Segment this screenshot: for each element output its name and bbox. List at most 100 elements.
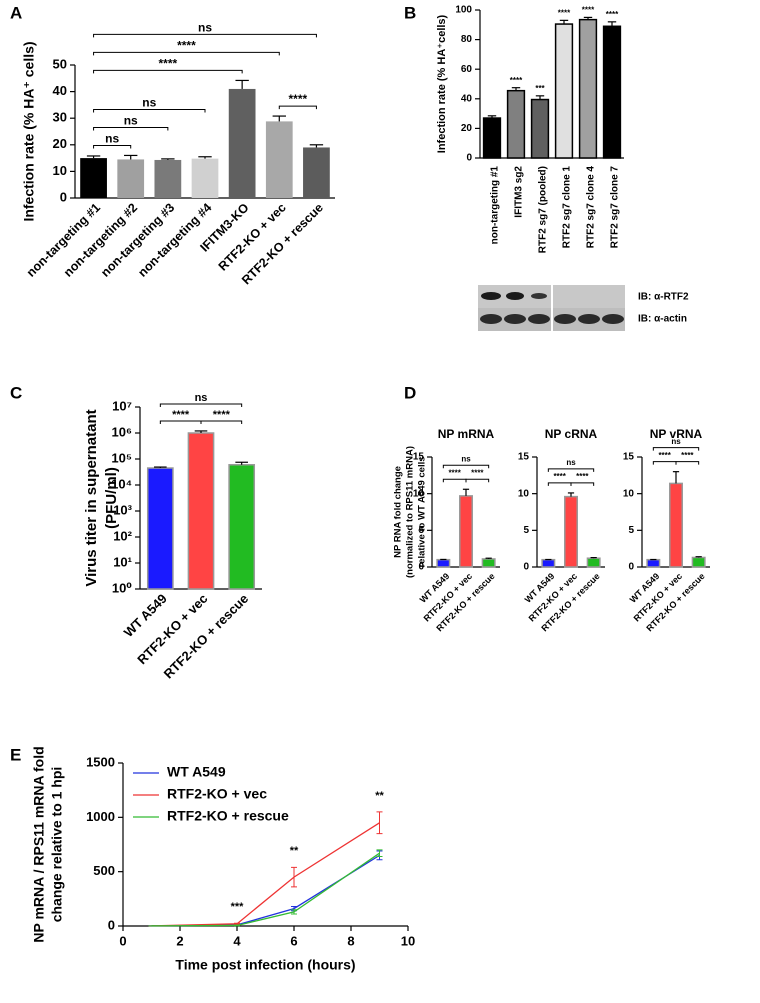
legend-label: RTF2-KO + vec <box>167 786 267 802</box>
bar <box>265 121 293 198</box>
y-tick-label: 30 <box>53 110 67 125</box>
bar <box>541 558 556 568</box>
y-tick-label: 10 <box>53 163 67 178</box>
significance-bracket <box>278 105 317 110</box>
significance-bracket <box>159 403 243 407</box>
y-tick-label: 40 <box>461 93 473 104</box>
significance-label: **** <box>448 468 461 477</box>
significance-label: **** <box>177 39 196 53</box>
significance-bracket <box>652 461 677 465</box>
panel-letter: D <box>404 383 416 402</box>
significance-label: **** <box>289 92 308 106</box>
y-tick-label: 0 <box>628 562 634 573</box>
series-line <box>151 822 380 927</box>
significance-label: **** <box>172 409 190 421</box>
y-tick-label: 40 <box>53 83 67 98</box>
x-tick-label: IFITM3 sg2 <box>514 166 525 218</box>
significance-label: **** <box>213 409 231 421</box>
significance-bracket <box>442 464 490 469</box>
significance-label: **** <box>558 8 571 17</box>
blot-band <box>506 292 524 300</box>
y-tick-label: 100 <box>455 5 472 16</box>
y-axis-label: relative to WT A549 cells <box>417 456 428 567</box>
y-tick-label: 10³ <box>113 502 132 517</box>
x-axis-label: Time post infection (hours) <box>175 957 355 973</box>
significance-bracket <box>547 482 572 486</box>
significance-bracket <box>465 478 490 483</box>
bar <box>303 147 330 198</box>
subplot-title: NP vRNA <box>650 427 703 441</box>
legend-label: WT A549 <box>167 764 226 780</box>
significance-label: ns <box>671 437 681 446</box>
bar <box>146 467 174 590</box>
bar <box>117 159 145 198</box>
bar <box>154 159 182 198</box>
y-tick-label: 10 <box>623 488 635 499</box>
y-tick-label: 15 <box>623 452 635 463</box>
significance-bracket <box>200 420 243 424</box>
bar <box>436 558 451 568</box>
significance-label: ** <box>290 845 299 857</box>
y-tick-label: 15 <box>413 452 425 463</box>
significance-bracket <box>93 108 206 113</box>
y-tick-label: 0 <box>418 562 424 573</box>
significance-bracket <box>570 482 595 486</box>
bar <box>669 482 683 568</box>
x-tick-label: 0 <box>119 933 126 948</box>
significance-label: **** <box>606 10 619 19</box>
y-axis-label: Infection rate (% HA⁺ cells) <box>21 41 37 221</box>
bar <box>482 117 502 159</box>
bar <box>228 88 256 198</box>
bar <box>459 495 473 568</box>
bar <box>191 158 219 198</box>
error-bar <box>376 849 383 857</box>
blot-band <box>602 314 624 324</box>
blot-band <box>480 314 502 324</box>
bar <box>228 464 256 590</box>
bar <box>586 557 601 568</box>
significance-bracket <box>159 420 202 424</box>
significance-label: *** <box>535 84 545 93</box>
bar <box>691 556 706 568</box>
significance-label: ** <box>375 790 384 802</box>
significance-label: ns <box>461 454 471 463</box>
bar <box>481 558 496 568</box>
bar <box>554 23 574 159</box>
y-tick-label: 0 <box>523 562 529 573</box>
significance-label: **** <box>681 451 694 460</box>
x-tick-label: 8 <box>347 933 354 948</box>
y-tick-label: 10⁴ <box>111 476 132 491</box>
significance-bracket <box>93 126 169 131</box>
significance-label: ns <box>566 458 576 467</box>
legend-label: RTF2-KO + rescue <box>167 808 289 824</box>
y-tick-label: 20 <box>461 123 473 134</box>
x-tick-label: 2 <box>176 933 183 948</box>
error-bar <box>376 811 383 835</box>
significance-bracket <box>675 461 700 465</box>
x-tick-label: 10 <box>401 933 415 948</box>
subplot-title: NP cRNA <box>545 427 598 441</box>
significance-bracket <box>442 478 467 483</box>
x-tick-label: RTF2 sg7 clone 1 <box>562 166 573 249</box>
blot-band <box>554 314 576 324</box>
y-tick-label: 500 <box>93 863 115 878</box>
significance-bracket <box>93 144 132 149</box>
bar <box>506 89 526 159</box>
y-tick-label: 60 <box>461 64 473 75</box>
y-tick-label: 1500 <box>86 754 115 769</box>
x-tick-label: non-targeting #1 <box>490 166 501 245</box>
blot-label: IB: α-actin <box>638 314 687 325</box>
blot-band <box>578 314 600 324</box>
significance-label: *** <box>231 901 245 913</box>
y-axis-label: (normalized to RPS11 mRNA) <box>405 446 416 578</box>
y-tick-label: 1000 <box>86 809 115 824</box>
panel-letter: A <box>10 3 22 22</box>
blot-label: IB: α-RTF2 <box>638 292 689 303</box>
y-tick-label: 10⁶ <box>112 424 132 439</box>
y-tick-label: 10 <box>518 488 530 499</box>
significance-label: ns <box>195 392 208 404</box>
significance-label: ns <box>198 21 212 35</box>
bar <box>187 432 215 590</box>
y-tick-label: 0 <box>60 189 67 204</box>
x-tick-label: RTF2 sg7 clone 7 <box>610 166 621 249</box>
